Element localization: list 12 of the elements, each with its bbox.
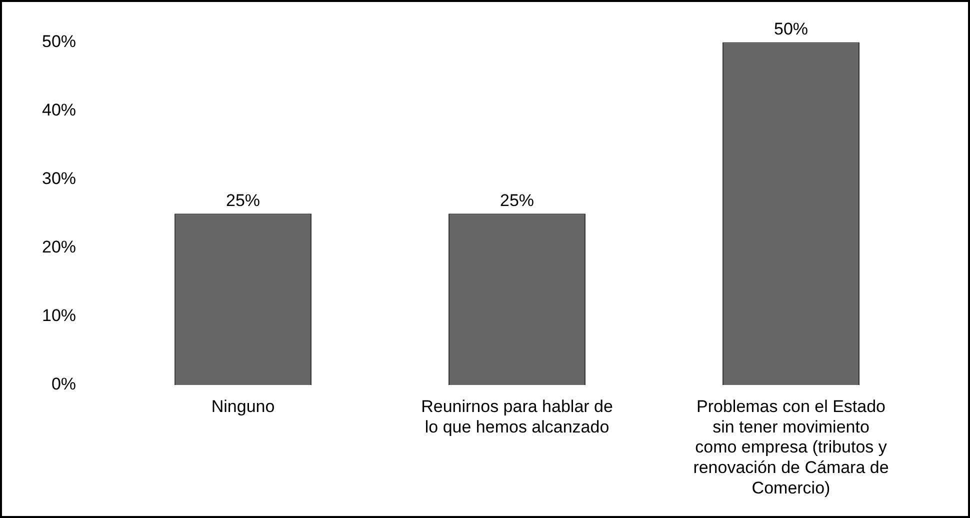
x-tick-label: Problemas con el Estado sin tener movimiento como empresa (tributos y renovación de Cámara de Comercio): [693, 396, 889, 498]
x-tick-label: Ninguno: [211, 396, 275, 416]
data-label: 50%: [774, 19, 808, 38]
x-tick-label: Reunirnos para hablar de lo que hemos alcanzado: [421, 396, 613, 436]
y-tick-label: 0%: [51, 374, 76, 394]
data-label: 25%: [226, 190, 260, 210]
data-label: 25%: [500, 190, 534, 210]
y-tick-label: 10%: [42, 306, 76, 326]
y-tick-label: 50%: [42, 32, 76, 51]
y-tick-label: 30%: [42, 169, 76, 188]
y-tick-label: 20%: [42, 238, 76, 257]
y-tick-label: 40%: [42, 100, 76, 120]
